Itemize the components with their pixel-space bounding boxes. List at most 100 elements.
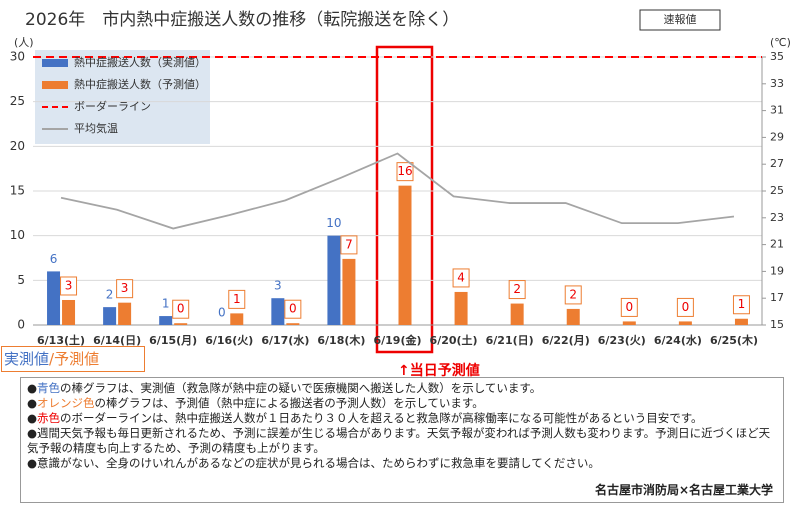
bar [118,302,132,325]
note: ●赤色のボーダーラインは、熱中症搬送人数が１日あたり３０人を超えると救急隊が高稼… [27,411,777,426]
y-tick-label: 15 [10,184,25,198]
bullet: ● [27,456,38,470]
value-label-box [228,289,246,309]
value-label-box [60,276,78,296]
value-label: 6 [50,252,58,266]
value-label-box [284,299,302,319]
note: ●オレンジ色の棒グラフは、予測値（熱中症による搬送者の予測人数）を示しています。 [27,396,777,411]
value-label: 0 [682,300,690,314]
legend-swatch [42,59,68,67]
value-label-box [396,162,414,182]
legend-swatch [42,81,68,89]
value-label: 0 [289,302,297,316]
y2-tick-label: 31 [770,104,784,117]
y-tick-label: 5 [17,273,25,287]
value-label-box [676,297,694,317]
annotation: ↑当日予測値 [398,362,480,379]
bullet: ● [27,381,38,395]
y2-tick-label: 33 [770,77,784,90]
x-tick-label: 6/13(土) [37,333,85,347]
key-predicted: 予測値 [54,350,100,368]
bar [62,299,76,325]
x-tick-label: 6/15(月) [149,334,197,347]
note: ●週間天気予報も毎日更新されるため、予測に誤差が生じる場合があります。天気予報が… [27,426,777,456]
x-tick-label: 6/16(火) [205,334,253,347]
value-label-box [340,235,358,255]
x-tick-label: 6/19(金) [373,333,421,347]
y-unit: (人) [14,36,34,49]
note: ●青色の棒グラフは、実測値（救急隊が熱中症の疑いで医療機関へ搬送した人数）を示し… [27,381,777,396]
note: ●意識がない、全身のけいれんがあるなどの症状が見られる場合は、ためらわずに救急車… [27,456,777,471]
value-label: 2 [106,288,114,302]
value-label: 0 [625,300,633,314]
value-label: 0 [177,302,185,316]
y2-tick-label: 19 [770,264,784,277]
bar [174,323,188,325]
value-label: 3 [121,281,129,295]
note-highlight: オレンジ色 [37,396,95,410]
x-tick-label: 6/18(木) [317,333,365,347]
y2-tick-label: 15 [770,318,784,331]
note-highlight: 青色 [37,381,61,395]
y-tick-label: 0 [17,318,25,332]
bullet: ● [27,426,38,440]
bar [230,313,244,325]
key-label: 実測値/予測値 [1,346,145,372]
y2-tick-label: 21 [770,238,784,251]
bar [286,323,300,325]
value-label-box [564,285,582,305]
value-label-box [508,280,526,300]
bar [271,298,285,325]
bar [327,235,341,325]
y2-tick-label: 25 [770,184,784,197]
value-label-box [172,299,190,319]
y2-tick-label: 29 [770,130,784,143]
y2-tick-label: 17 [770,291,784,304]
bar [566,308,580,325]
legend-label: ボーダーライン [74,99,151,113]
note-text: 意識がない、全身のけいれんがあるなどの症状が見られる場合は、ためらわずに救急車を… [37,456,600,470]
highlight-box [375,45,434,354]
y2-unit: (℃) [770,36,791,49]
bar [454,291,468,325]
value-label: 7 [345,237,353,251]
legend-label: 熱中症搬送人数（予測値） [74,77,206,91]
y-tick-label: 30 [10,50,25,64]
x-tick-label: 6/22(月) [542,334,590,347]
bar [342,258,356,325]
value-label: 3 [65,278,73,292]
badge: 速報値 [664,13,697,26]
bar [159,316,173,325]
y-tick-label: 10 [10,228,25,242]
bar [678,321,692,325]
bar [103,307,117,325]
y2-tick-label: 35 [770,50,784,63]
x-tick-label: 6/14(日) [93,334,141,347]
y2-tick-label: 23 [770,211,784,224]
footer: 名古屋市消防局×名古屋工業大学 [594,483,773,497]
value-label: 16 [397,164,412,178]
value-label-box [452,268,470,288]
note-text: 週間天気予報も毎日更新されるため、予測に誤差が生じる場合があります。天気予報が変… [27,426,771,455]
value-label: 10 [326,216,341,230]
value-label: 3 [274,279,282,293]
value-label-box [732,295,750,315]
x-tick-label: 6/25(木) [710,333,758,347]
bar [510,303,524,325]
x-tick-label: 6/24(水) [654,333,702,347]
value-label: 1 [738,297,746,311]
bar [734,318,748,325]
note-text: のボーダーラインは、熱中症搬送人数が１日あたり３０人を超えると救急隊が高稼働率に… [60,411,703,425]
chart-title: 2026年 市内熱中症搬送人数の推移（転院搬送を除く） [25,10,459,30]
legend-label: 熱中症搬送人数（実測値） [74,55,206,69]
y-tick-label: 20 [10,139,25,153]
badge-box [639,9,721,31]
value-label: 1 [233,292,241,306]
bullet: ● [27,411,38,425]
value-label-box [116,279,134,299]
key-sep: / [49,350,55,368]
note-text: の棒グラフは、実測値（救急隊が熱中症の疑いで医療機関へ搬送した人数）を示していま… [60,381,542,395]
value-label: 1 [162,297,170,311]
y2-tick-label: 27 [770,157,784,170]
